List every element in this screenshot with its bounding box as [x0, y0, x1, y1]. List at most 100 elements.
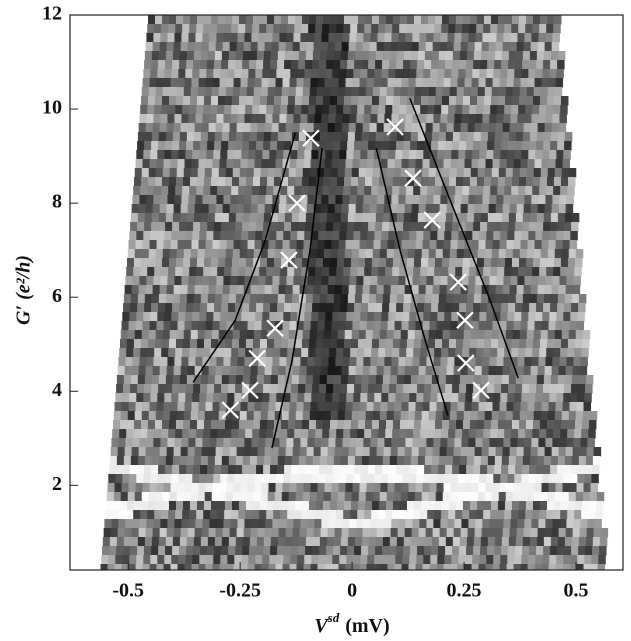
heatmap-cell — [351, 15, 359, 25]
heatmap-cell — [208, 213, 216, 223]
heatmap-cell — [390, 294, 398, 304]
heatmap-cell — [265, 366, 273, 376]
heatmap-cell — [309, 177, 317, 187]
heatmap-cell — [588, 510, 596, 520]
heatmap-cell — [347, 141, 355, 151]
heatmap-cell — [170, 330, 178, 340]
heatmap-cell — [334, 456, 342, 466]
heatmap-cell — [341, 456, 349, 466]
heatmap-cell — [463, 15, 471, 25]
heatmap-cell — [454, 528, 462, 538]
heatmap-cell — [457, 168, 465, 178]
heatmap-cell — [267, 420, 275, 430]
heatmap-cell — [410, 141, 418, 151]
heatmap-cell — [273, 24, 281, 34]
heatmap-cell — [178, 393, 186, 403]
heatmap-cell — [362, 294, 370, 304]
heatmap-cell — [416, 231, 424, 241]
heatmap-cell — [398, 519, 406, 529]
heatmap-cell — [404, 294, 412, 304]
heatmap-cell — [366, 168, 374, 178]
heatmap-cell — [202, 204, 210, 214]
heatmap-cell — [395, 474, 403, 484]
heatmap-cell — [356, 33, 364, 43]
x-tick-label: 0.25 — [447, 580, 482, 602]
heatmap-cell — [502, 294, 510, 304]
heatmap-cell — [494, 60, 502, 70]
heatmap-cell — [243, 213, 251, 223]
heatmap-cell — [153, 519, 161, 529]
heatmap-cell — [161, 24, 169, 34]
heatmap-cell — [384, 276, 392, 286]
heatmap-cell — [412, 123, 420, 133]
heatmap-cell — [188, 114, 196, 124]
heatmap-cell — [399, 105, 407, 115]
heatmap-cell — [416, 393, 424, 403]
heatmap-cell — [390, 51, 398, 61]
heatmap-cell — [539, 429, 547, 439]
heatmap-cell — [213, 321, 221, 331]
heatmap-cell — [363, 447, 371, 457]
heatmap-cell — [488, 51, 496, 61]
heatmap-cell — [369, 132, 377, 142]
heatmap-cell — [495, 213, 503, 223]
heatmap-cell — [360, 483, 368, 493]
heatmap-cell — [420, 429, 428, 439]
heatmap-cell — [269, 159, 277, 169]
heatmap-cell — [352, 87, 360, 97]
heatmap-cell — [366, 330, 374, 340]
heatmap-cell — [184, 87, 192, 97]
heatmap-cell — [538, 276, 546, 286]
heatmap-cell — [237, 33, 245, 43]
heatmap-cell — [560, 186, 568, 196]
heatmap-cell — [163, 411, 171, 421]
heatmap-cell — [455, 105, 463, 115]
heatmap-cell — [282, 492, 290, 502]
heatmap-cell — [344, 15, 352, 25]
heatmap-cell — [235, 384, 243, 394]
heatmap-cell — [207, 141, 215, 151]
heatmap-cell — [544, 294, 552, 304]
heatmap-cell — [339, 393, 347, 403]
heatmap-cell — [244, 114, 252, 124]
heatmap-cell — [192, 312, 200, 322]
heatmap-cell — [475, 114, 483, 124]
heatmap-cell — [189, 24, 197, 34]
heatmap-cell — [188, 366, 196, 376]
heatmap-cell — [367, 321, 375, 331]
heatmap-cell — [179, 546, 187, 556]
heatmap-cell — [512, 177, 520, 187]
heatmap-cell — [143, 312, 151, 322]
heatmap-cell — [269, 240, 277, 250]
heatmap-cell — [393, 96, 401, 106]
heatmap-cell — [458, 240, 466, 250]
heatmap-cell — [329, 429, 337, 439]
heatmap-cell — [395, 555, 403, 565]
heatmap-cell — [225, 339, 233, 349]
heatmap-cell — [514, 321, 522, 331]
heatmap-cell — [164, 393, 172, 403]
heatmap-cell — [337, 501, 345, 511]
heatmap-cell — [306, 51, 314, 61]
heatmap-cell — [529, 141, 537, 151]
heatmap-cell — [180, 132, 188, 142]
heatmap-cell — [187, 51, 195, 61]
heatmap-cell — [335, 447, 343, 457]
heatmap-cell — [298, 222, 306, 232]
heatmap-cell — [345, 168, 353, 178]
heatmap-cell — [344, 96, 352, 106]
heatmap-cell — [415, 411, 423, 421]
heatmap-cell — [559, 285, 567, 295]
heatmap-cell — [297, 402, 305, 412]
heatmap-cell — [207, 303, 215, 313]
heatmap-cell — [465, 78, 473, 88]
heatmap-cell — [225, 501, 233, 511]
heatmap-cell — [517, 447, 525, 457]
heatmap-cell — [563, 240, 571, 250]
heatmap-cell — [167, 195, 175, 205]
heatmap-cell — [417, 222, 425, 232]
heatmap-cell — [137, 465, 145, 475]
heatmap-cell — [116, 465, 124, 475]
heatmap-cell — [206, 159, 214, 169]
heatmap-cell — [421, 15, 429, 25]
